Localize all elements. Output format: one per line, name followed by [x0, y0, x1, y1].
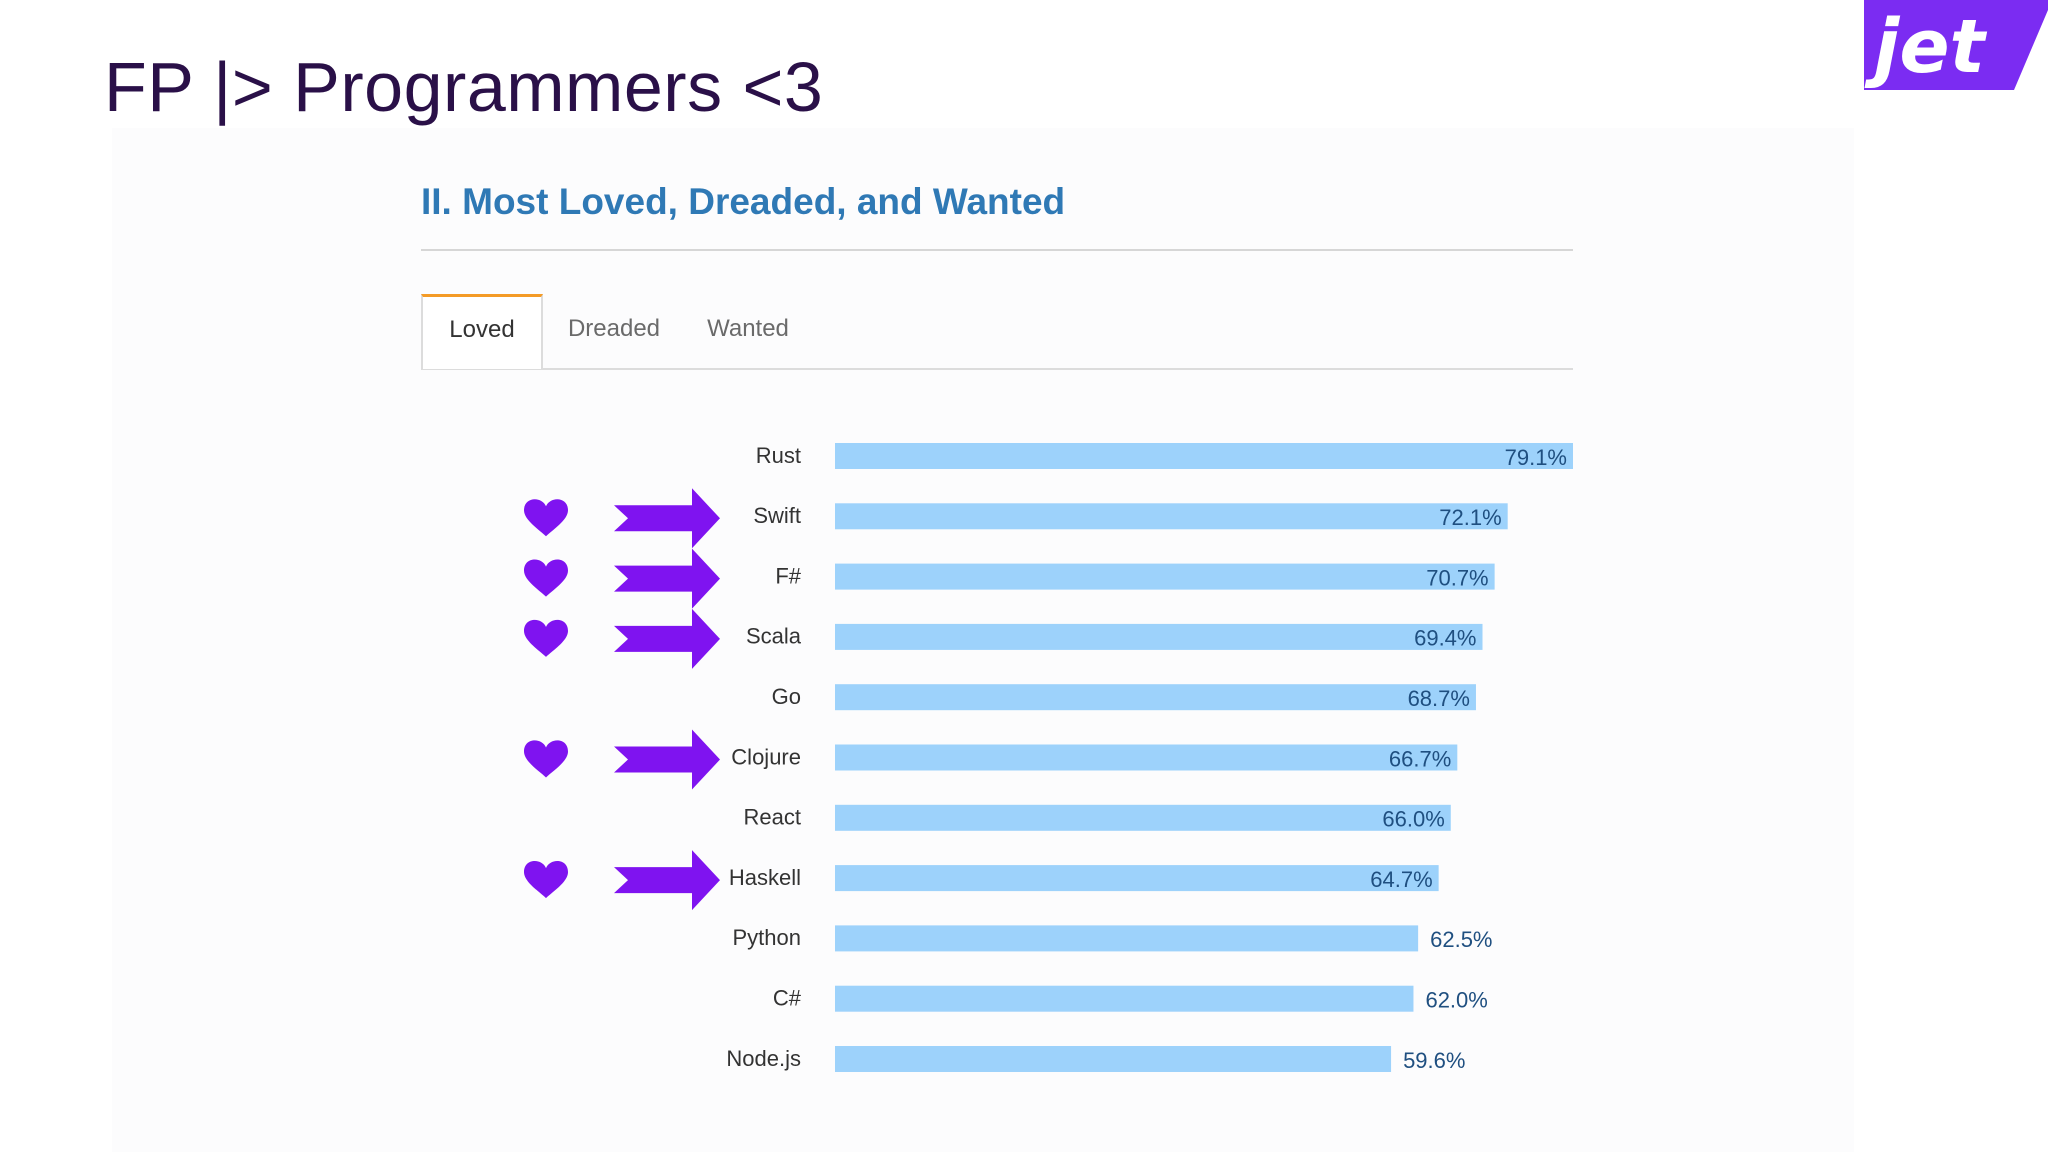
tab-loved[interactable]: Loved — [421, 294, 543, 369]
tab-bar: Loved Dreaded Wanted — [421, 294, 1573, 370]
value-label: 70.7% — [1426, 565, 1488, 590]
arrow-right-icon — [614, 608, 720, 669]
heart-icon — [524, 619, 568, 657]
arrow-right-icon — [614, 729, 720, 790]
category-label: Scala — [746, 624, 802, 649]
jet-logo: jet — [1864, 0, 2048, 90]
jet-logo-badge — [1864, 0, 2048, 90]
heart-icon — [524, 499, 568, 537]
value-label: 79.1% — [1505, 445, 1567, 470]
tab-dreaded[interactable]: Dreaded — [567, 315, 661, 342]
bar — [835, 623, 1483, 650]
category-label: Go — [772, 684, 801, 709]
tab-wanted[interactable]: Wanted — [707, 315, 789, 342]
slide-title: FP |> Programmers <3 — [104, 48, 824, 126]
value-label: 66.0% — [1382, 807, 1444, 832]
category-label: Rust — [756, 443, 801, 468]
bar — [835, 684, 1476, 711]
jet-logo-text: jet — [1864, 4, 1988, 90]
bar — [835, 985, 1414, 1012]
category-label: Python — [733, 925, 802, 950]
section-heading: II. Most Loved, Dreaded, and Wanted — [421, 181, 1066, 222]
category-label: React — [744, 805, 801, 830]
value-label: 62.5% — [1430, 927, 1492, 952]
value-label: 68.7% — [1408, 686, 1470, 711]
bar — [835, 744, 1458, 771]
category-label: Haskell — [729, 865, 801, 890]
bar — [835, 503, 1508, 530]
bar — [835, 865, 1439, 892]
value-label: 64.7% — [1370, 867, 1432, 892]
category-label: Node.js — [726, 1046, 801, 1071]
arrow-right-icon — [614, 548, 720, 609]
bar — [835, 925, 1419, 952]
value-label: 59.6% — [1403, 1048, 1465, 1073]
value-label: 72.1% — [1439, 505, 1501, 530]
value-label: 66.7% — [1389, 746, 1451, 771]
heart-icon — [524, 559, 568, 597]
bar — [835, 1046, 1392, 1072]
value-label: 69.4% — [1414, 626, 1476, 651]
category-label: Clojure — [731, 744, 801, 769]
category-label: F# — [775, 563, 801, 588]
heading-divider — [421, 249, 1573, 251]
bar — [835, 804, 1451, 831]
arrow-right-icon — [614, 488, 720, 549]
value-label: 62.0% — [1425, 988, 1487, 1013]
heart-icon — [524, 740, 568, 778]
category-label: C# — [773, 986, 802, 1011]
heart-icon — [524, 861, 568, 899]
bar — [835, 563, 1495, 590]
category-label: Swift — [753, 503, 801, 528]
bar — [835, 443, 1573, 469]
arrow-right-icon — [614, 850, 720, 911]
